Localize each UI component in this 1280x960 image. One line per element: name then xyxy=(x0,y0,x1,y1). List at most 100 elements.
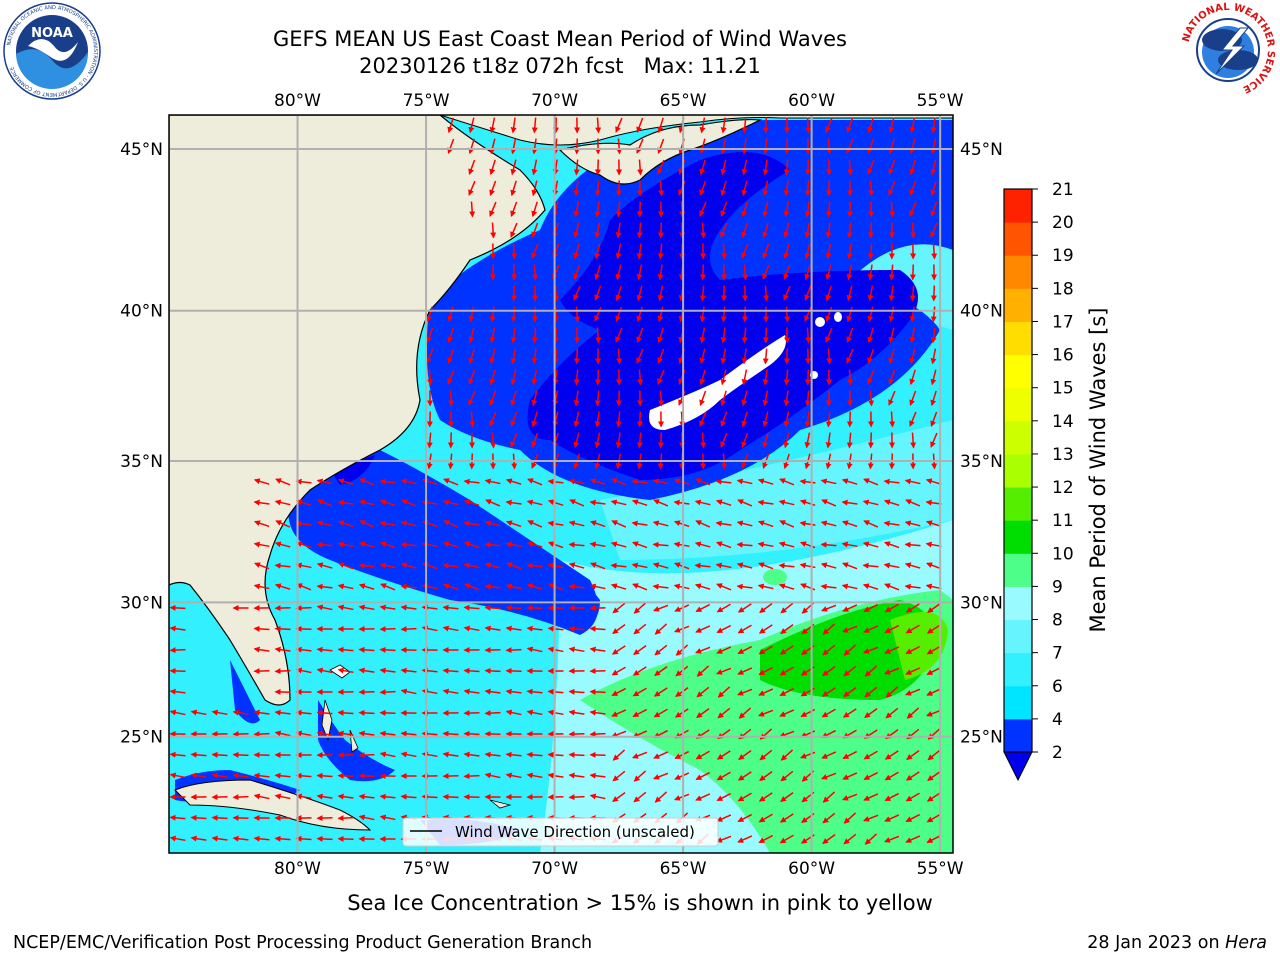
wave-direction-arrow xyxy=(253,793,270,800)
wave-direction-arrow xyxy=(505,625,522,632)
wave-direction-arrow xyxy=(783,432,790,449)
wave-direction-arrow xyxy=(780,602,794,614)
wave-direction-arrow xyxy=(506,562,522,570)
wave-direction-arrow xyxy=(463,520,480,527)
wave-direction-arrow xyxy=(573,432,580,449)
wave-direction-arrow xyxy=(721,243,728,260)
wave-direction-arrow xyxy=(531,180,538,197)
wave-direction-arrow xyxy=(489,117,496,134)
wave-direction-arrow xyxy=(594,243,601,260)
wave-direction-arrow xyxy=(885,686,899,698)
wave-direction-arrow xyxy=(716,624,732,634)
wave-direction-arrow xyxy=(699,180,707,196)
wave-direction-arrow xyxy=(531,138,538,155)
wave-direction-arrow xyxy=(589,772,606,779)
wave-direction-arrow xyxy=(926,624,941,634)
wave-direction-arrow xyxy=(636,432,643,449)
wave-direction-arrow xyxy=(846,432,853,449)
wave-direction-arrow xyxy=(804,243,811,260)
wave-direction-arrow xyxy=(489,390,497,406)
wave-direction-arrow xyxy=(211,709,228,716)
wave-direction-arrow xyxy=(805,327,812,344)
wave-direction-arrow xyxy=(783,222,790,239)
map-area xyxy=(169,115,953,853)
wave-direction-arrow xyxy=(657,327,664,344)
wave-direction-arrow xyxy=(825,327,833,343)
wave-direction-arrow xyxy=(909,411,917,427)
wave-direction-arrow xyxy=(883,520,900,527)
wave-direction-arrow xyxy=(379,604,396,611)
wave-direction-arrow xyxy=(784,306,791,323)
wave-direction-arrow xyxy=(615,222,622,239)
wave-direction-arrow xyxy=(800,583,816,591)
wave-direction-arrow xyxy=(716,583,732,591)
wave-direction-arrow xyxy=(573,348,580,365)
wave-direction-arrow xyxy=(636,327,644,343)
latitude-labels-left: 45°N 40°N 35°N 30°N 25°N xyxy=(120,140,163,748)
wave-direction-arrow xyxy=(758,688,774,696)
wave-direction-arrow xyxy=(652,520,669,527)
wave-direction-arrow xyxy=(762,390,769,407)
wave-direction-arrow xyxy=(925,499,942,506)
wave-direction-arrow xyxy=(510,306,517,323)
wave-direction-arrow xyxy=(926,562,942,570)
wave-direction-arrow xyxy=(888,243,895,260)
figure-subtitle: 20230126 t18z 072h fcst Max: 11.21 xyxy=(359,54,761,78)
wave-direction-arrow xyxy=(715,520,732,527)
wave-direction-arrow xyxy=(720,432,728,448)
wave-direction-arrow xyxy=(548,583,564,591)
wave-direction-arrow xyxy=(254,562,270,570)
wave-direction-arrow xyxy=(758,709,774,717)
colorbar-segment xyxy=(1004,255,1032,289)
wave-direction-arrow xyxy=(631,520,648,527)
wave-direction-arrow xyxy=(568,583,585,590)
wave-direction-arrow xyxy=(316,835,333,842)
wave-direction-arrow xyxy=(169,688,186,695)
wave-direction-arrow xyxy=(295,730,312,737)
wave-direction-arrow xyxy=(822,665,836,677)
wave-direction-arrow xyxy=(442,688,459,695)
lon-label-bottom: 80°W xyxy=(274,859,321,879)
wave-direction-arrow xyxy=(737,792,752,802)
wave-direction-arrow xyxy=(657,159,665,175)
wave-direction-arrow xyxy=(316,730,333,737)
wave-direction-arrow xyxy=(778,541,795,548)
wave-direction-arrow xyxy=(547,794,564,801)
wave-direction-arrow xyxy=(468,117,475,134)
wave-direction-arrow xyxy=(447,138,455,154)
wave-direction-arrow xyxy=(758,562,774,570)
lat-label-right: 40°N xyxy=(960,302,1003,322)
wave-direction-arrow xyxy=(211,794,228,801)
wave-direction-arrow xyxy=(889,201,896,218)
wave-direction-arrow xyxy=(804,390,811,407)
wave-direction-arrow xyxy=(720,390,727,407)
wave-direction-arrow xyxy=(821,604,837,612)
colorbar-segment xyxy=(1004,354,1032,389)
wave-direction-arrow xyxy=(716,541,732,549)
wave-direction-arrow xyxy=(531,222,539,238)
wave-direction-arrow xyxy=(820,562,837,569)
wave-direction-arrow xyxy=(468,138,475,155)
wave-direction-arrow xyxy=(190,751,207,758)
wave-direction-arrow xyxy=(867,117,874,134)
wave-direction-arrow xyxy=(804,180,811,197)
wave-direction-arrow xyxy=(715,499,732,507)
wave-direction-arrow xyxy=(863,520,879,528)
wave-direction-arrow xyxy=(573,390,580,407)
wave-direction-arrow xyxy=(274,835,291,842)
wave-direction-arrow xyxy=(868,390,875,407)
wave-direction-arrow xyxy=(909,369,916,386)
wave-direction-arrow xyxy=(636,117,644,133)
wave-direction-arrow xyxy=(741,117,748,134)
wave-direction-arrow xyxy=(337,646,354,653)
wave-direction-arrow xyxy=(716,835,732,843)
wave-direction-arrow xyxy=(657,306,664,323)
wave-direction-arrow xyxy=(699,390,707,406)
wave-direction-arrow xyxy=(589,688,606,695)
colorbar-segment xyxy=(1004,288,1032,322)
colorbar-segment xyxy=(1004,718,1032,753)
wave-direction-arrow xyxy=(653,687,668,697)
wave-direction-arrow xyxy=(926,834,942,844)
wave-direction-arrow xyxy=(825,117,833,133)
wave-direction-arrow xyxy=(884,835,900,843)
